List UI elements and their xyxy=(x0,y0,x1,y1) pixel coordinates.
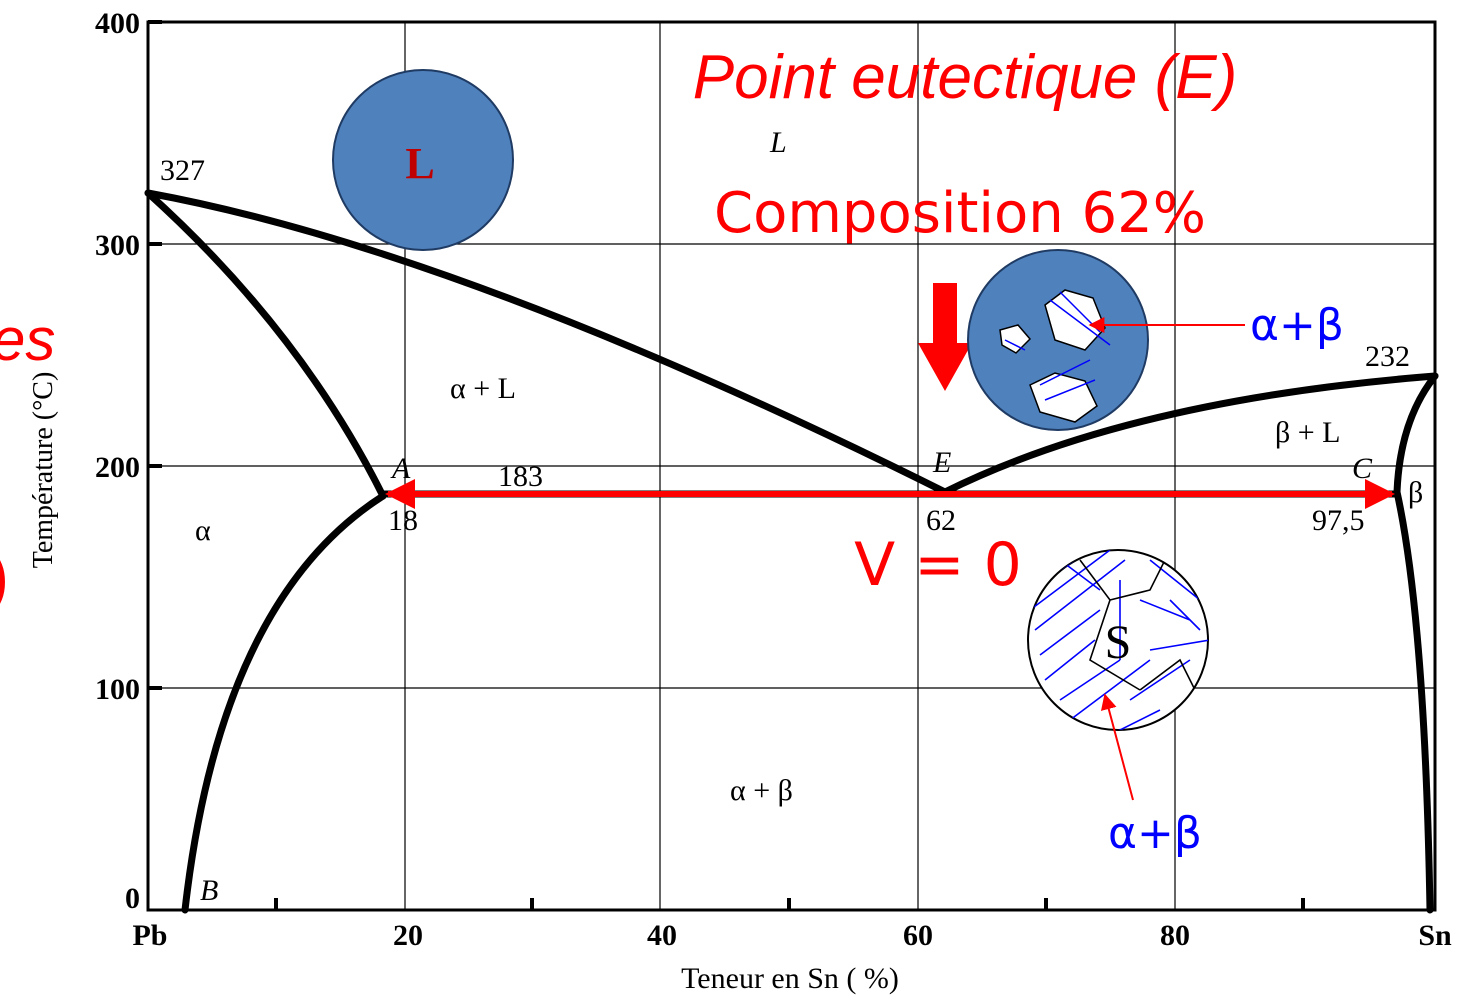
cooling-arrow xyxy=(918,283,972,391)
region-label: α + β xyxy=(730,774,793,807)
x-tick-label: 20 xyxy=(393,919,423,952)
cut-text: ) xyxy=(0,537,9,615)
y-tick-label: 200 xyxy=(95,451,140,484)
cut-text: es xyxy=(0,306,55,373)
point-label: E xyxy=(932,446,951,479)
solvus-left xyxy=(181,492,387,914)
region-label: α xyxy=(195,514,211,547)
y-tick-label: 400 xyxy=(95,7,140,40)
point-label: 327 xyxy=(160,154,205,187)
point-labels: 327 232 183 A 18 E 62 C 97,5 B xyxy=(160,154,1410,907)
y-tick-label: 300 xyxy=(95,229,140,262)
liquidus-right xyxy=(941,372,1439,496)
y-axis-label: Température (°C) xyxy=(28,372,59,569)
region-label: L xyxy=(769,126,787,159)
region-label: β xyxy=(1408,476,1423,509)
solid-circle-label: S xyxy=(1105,616,1132,669)
y-tick-labels: 400 300 200 100 0 xyxy=(95,7,140,915)
solidus-left xyxy=(144,189,387,500)
x-tick-label: 80 xyxy=(1160,919,1190,952)
lamellae xyxy=(1004,291,1111,401)
point-label: 232 xyxy=(1365,340,1410,373)
point-label: 62 xyxy=(926,504,956,537)
liquid-circle xyxy=(332,69,514,251)
crystal xyxy=(1044,289,1106,351)
annotation-composition: Composition 62% xyxy=(714,181,1206,246)
liquid-circle-label: L xyxy=(405,139,434,188)
point-label: 183 xyxy=(498,460,543,493)
grain-boundaries xyxy=(1079,550,1201,701)
liquidus-left xyxy=(144,189,949,496)
phase-label: α+β xyxy=(1108,808,1202,859)
point-label: B xyxy=(200,874,218,907)
annotation-title: Point eutectique (E) xyxy=(693,43,1238,112)
region-label: α + L xyxy=(450,372,516,405)
y-tick-label: 100 xyxy=(95,673,140,706)
x-tick-label: 40 xyxy=(647,919,677,952)
region-labels: L α + L β + L α β α + β xyxy=(195,126,1423,807)
x-tick-label: Sn xyxy=(1418,919,1452,952)
phase-label: α+β xyxy=(1250,300,1344,351)
point-label: A xyxy=(390,452,411,485)
x-tick-labels: Pb 20 40 60 80 Sn xyxy=(132,919,1452,952)
annotation-variance: V = 0 xyxy=(854,530,1022,600)
point-label: 97,5 xyxy=(1312,504,1365,537)
point-label: 18 xyxy=(388,504,418,537)
x-tick-label: Pb xyxy=(132,919,167,952)
x-axis-label: Teneur en Sn ( %) xyxy=(681,962,899,995)
crystals xyxy=(999,289,1111,423)
ticks xyxy=(148,20,1305,910)
crystal xyxy=(999,324,1032,354)
solidus-right xyxy=(1393,372,1439,914)
y-tick-label: 0 xyxy=(125,882,140,915)
x-tick-label: 60 xyxy=(903,919,933,952)
pointer-arrow xyxy=(1100,693,1134,801)
region-label: β + L xyxy=(1275,416,1341,449)
point-label: C xyxy=(1352,452,1373,485)
